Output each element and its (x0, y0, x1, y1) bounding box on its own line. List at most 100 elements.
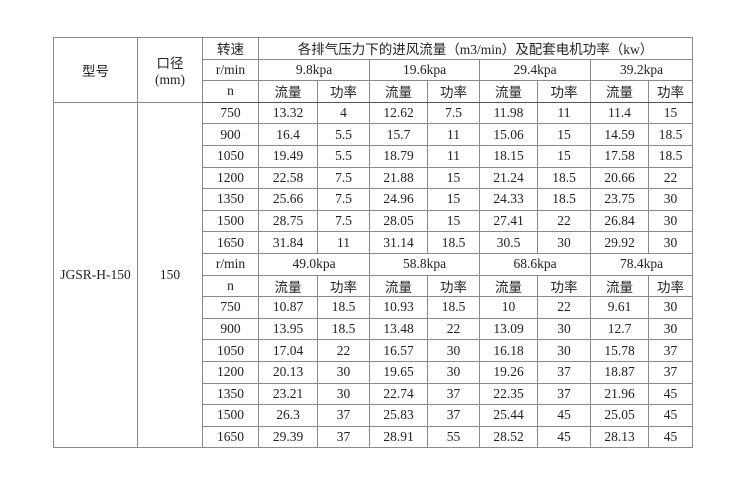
flow-value: 23.75 (590, 188, 649, 211)
power-value: 45 (537, 404, 591, 427)
table-row: JGSR-H-150 150 750 13.32 4 12.62 7.5 11.98 11 11.… (53, 101, 693, 449)
flow-value: 13.09 (479, 317, 538, 341)
power-value: 11 (427, 144, 480, 168)
flow-value: 20.66 (590, 166, 649, 190)
power-value: 37 (648, 360, 693, 384)
power-value: 11 (537, 101, 591, 125)
power-value: 30 (648, 188, 693, 211)
power-value: 18.5 (317, 296, 370, 319)
power-value: 45 (648, 382, 693, 406)
flow-header: 流量 (590, 274, 649, 298)
flow-value: 15.7 (369, 123, 428, 146)
flow-header: 流量 (479, 274, 538, 298)
table-row: r/min 9.8kpa 19.6kpa 29.4kpa 39.2kpa (54, 58, 693, 82)
flow-value: 21.88 (369, 166, 428, 190)
speed-symbol: n (202, 80, 259, 103)
flow-header: 流量 (479, 80, 538, 103)
power-value: 30 (537, 317, 591, 341)
flow-value: 19.65 (369, 360, 428, 384)
flow-value: 22.58 (258, 166, 318, 190)
flow-value: 20.13 (258, 360, 318, 384)
flow-value: 23.21 (258, 382, 318, 406)
speed-value: 1650 (202, 425, 259, 449)
table-row: 750 10.87 18.5 10.93 18.5 10 22 9.61 30 (54, 296, 693, 319)
power-value: 37 (317, 404, 370, 427)
power-header: 功率 (317, 274, 370, 298)
table-row: 1350 23.21 30 22.74 37 22.35 37 21.96 45 (54, 382, 693, 406)
flow-value: 13.48 (369, 317, 428, 341)
power-value: 18.5 (648, 123, 693, 146)
power-value: 22 (317, 339, 370, 362)
flow-value: 10 (479, 296, 538, 319)
table-row: 1500 28.75 7.5 28.05 15 27.41 22 26.84 30 (54, 209, 693, 233)
power-value: 18.5 (537, 188, 591, 211)
power-value: 30 (427, 360, 480, 384)
power-value: 18.5 (648, 144, 693, 168)
power-header: 功率 (648, 80, 693, 103)
flow-header: 流量 (369, 80, 428, 103)
power-header: 功率 (537, 80, 591, 103)
power-header: 功率 (427, 80, 480, 103)
power-value: 30 (317, 382, 370, 406)
flow-value: 22.35 (479, 382, 538, 406)
flow-value: 24.96 (369, 188, 428, 211)
pressure-header: 29.4kpa (479, 58, 591, 82)
flow-value: 11.4 (590, 101, 649, 125)
flow-header: 流量 (369, 274, 428, 298)
power-header: 功率 (317, 80, 370, 103)
speed-value: 900 (202, 317, 259, 341)
speed-unit: r/min (202, 58, 259, 82)
flow-value: 27.41 (479, 209, 538, 233)
flow-value: 15.78 (590, 339, 649, 362)
power-value: 37 (537, 360, 591, 384)
power-value: 37 (537, 382, 591, 406)
flow-header: 流量 (258, 80, 318, 103)
table-row: 1350 25.66 7.5 24.96 15 24.33 18.5 23.75 30 (54, 188, 693, 211)
flow-value: 16.57 (369, 339, 428, 362)
speed-value: 1050 (202, 144, 259, 168)
flow-value: 22.74 (369, 382, 428, 406)
pressure-header: 39.2kpa (590, 58, 693, 82)
flow-value: 25.66 (258, 188, 318, 211)
flow-value: 28.05 (369, 209, 428, 233)
flow-value: 16.18 (479, 339, 538, 362)
power-header: 功率 (427, 274, 480, 298)
table-row: 1050 19.49 5.5 18.79 11 18.15 15 17.58 18.5 (54, 144, 693, 168)
table-title: 各排气压力下的进风流量（m3/min）及配套电机功率（kw） (258, 37, 693, 60)
power-value: 45 (648, 404, 693, 427)
power-value: 15 (427, 166, 480, 190)
power-value: 5.5 (317, 123, 370, 146)
power-value: 22 (537, 209, 591, 233)
flow-header: 流量 (258, 274, 318, 298)
model-value: JGSR-H-150 (53, 101, 138, 449)
power-value: 15 (427, 209, 480, 233)
power-value: 30 (537, 231, 591, 254)
flow-value: 18.79 (369, 144, 428, 168)
flow-value: 25.44 (479, 404, 538, 427)
pressure-header: 58.8kpa (369, 252, 480, 276)
speed-value: 1200 (202, 166, 259, 190)
table-row: 1050 17.04 22 16.57 30 16.18 30 15.78 37 (54, 339, 693, 362)
flow-header: 流量 (590, 80, 649, 103)
flow-value: 17.04 (258, 339, 318, 362)
power-value: 37 (427, 382, 480, 406)
power-value: 11 (427, 123, 480, 146)
pressure-header: 78.4kpa (590, 252, 693, 276)
pressure-header: 68.6kpa (479, 252, 591, 276)
speed-value: 1350 (202, 188, 259, 211)
power-value: 30 (648, 209, 693, 233)
flow-value: 25.05 (590, 404, 649, 427)
table-row: 1650 31.84 11 31.14 18.5 30.5 30 29.92 30 (54, 231, 693, 254)
speed-value: 1500 (202, 209, 259, 233)
power-value: 30 (427, 339, 480, 362)
diameter-label: 口径 (156, 55, 184, 71)
speed-value: 1200 (202, 360, 259, 384)
table-row: 1200 22.58 7.5 21.88 15 21.24 18.5 20.66 22 (54, 166, 693, 190)
diameter-unit: (mm) (155, 71, 185, 87)
flow-value: 16.4 (258, 123, 318, 146)
fan-spec-table: 型号 口径 (mm) 转速 各排气压力下的进风流量（m3/min）及配套电机功率（kw）… (53, 37, 693, 449)
power-value: 4 (317, 101, 370, 125)
power-value: 30 (648, 231, 693, 254)
speed-value: 750 (202, 296, 259, 319)
power-value: 37 (648, 339, 693, 362)
